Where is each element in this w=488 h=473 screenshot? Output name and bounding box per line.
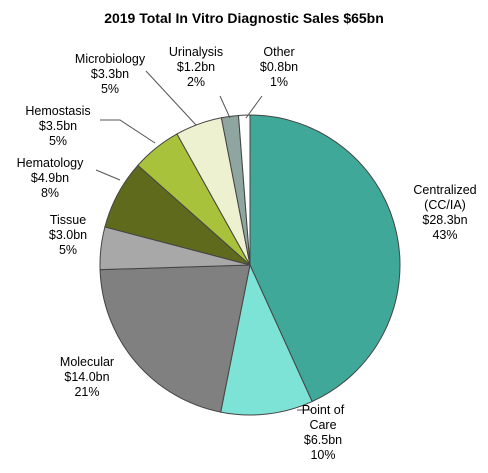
value-label: $14.0bn xyxy=(64,370,110,384)
leader-line xyxy=(245,95,263,119)
leader-line xyxy=(100,119,156,144)
slice-label: Tissue $3.0bn 5% xyxy=(49,213,87,258)
category: Urinalysis xyxy=(168,45,224,59)
percent-label: 5% xyxy=(58,243,78,257)
category: Point of Care xyxy=(301,403,345,432)
slices xyxy=(99,114,401,416)
category: Hemostasis xyxy=(25,104,91,118)
percent-label: 1% xyxy=(269,75,289,89)
value-label: $0.8bn xyxy=(259,60,299,74)
value-label: $1.2bn xyxy=(176,60,216,74)
leader-line xyxy=(145,70,197,126)
percent-label: 2% xyxy=(186,75,206,89)
percent-label: 10% xyxy=(310,448,336,462)
value-label: $3.5bn xyxy=(38,119,78,133)
percent-label: 43% xyxy=(432,228,458,242)
chart-title: 2019 Total In Vitro Diagnostic Sales $65… xyxy=(104,10,384,26)
percent-label: 21% xyxy=(74,385,100,399)
leader-lines xyxy=(95,70,311,411)
slice-label: Hematology $4.9bn 8% xyxy=(17,156,84,201)
slice-label: Hemostasis $3.5bn 5% xyxy=(25,104,90,149)
value-label: $28.3bn xyxy=(422,213,468,227)
slice-label: Centralized (CC/IA) $28.3bn 43% xyxy=(413,183,476,243)
category: Molecular xyxy=(59,355,115,369)
leader-line xyxy=(219,95,231,119)
category: Microbiology xyxy=(74,52,146,66)
value-label: $6.5bn xyxy=(303,433,343,447)
slice-label: Urinalysis $1.2bn 2% xyxy=(169,45,223,90)
slice-label: Microbiology $3.3bn 5% xyxy=(75,52,145,97)
value-label: $3.0bn xyxy=(48,228,88,242)
pie-slice xyxy=(249,114,401,403)
percent-label: 5% xyxy=(100,82,120,96)
leader-line xyxy=(95,169,121,181)
category: Tissue xyxy=(49,213,87,227)
pie-slice xyxy=(237,114,251,266)
pie-slice xyxy=(99,264,251,413)
category: Other xyxy=(263,45,295,59)
category: Hematology xyxy=(16,156,84,170)
slice-label: Other $0.8bn 1% xyxy=(260,45,298,90)
value-label: $3.3bn xyxy=(90,67,130,81)
slice-label: Molecular $14.0bn 21% xyxy=(60,355,114,400)
pie-slice xyxy=(220,263,313,416)
percent-label: 5% xyxy=(48,134,68,148)
value-label: $4.9bn xyxy=(30,171,70,185)
category: Centralized (CC/IA) xyxy=(413,183,477,212)
percent-label: 8% xyxy=(40,186,60,200)
slice-label: Point of Care $6.5bn 10% xyxy=(302,403,344,463)
